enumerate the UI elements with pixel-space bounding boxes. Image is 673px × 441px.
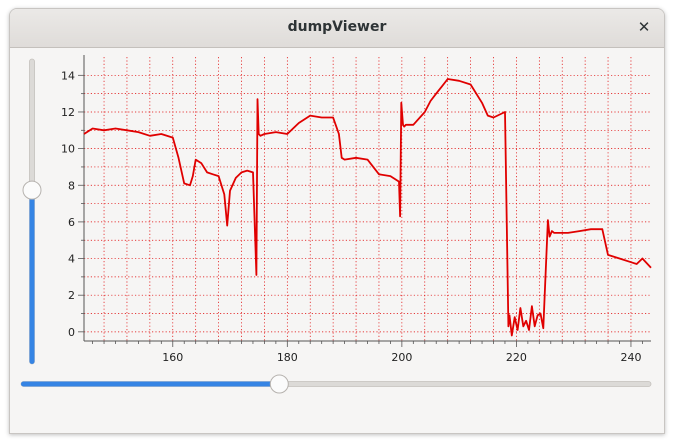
- y-tick-label: 12: [61, 106, 75, 119]
- x-tick-label: 200: [391, 351, 412, 364]
- window-title: dumpViewer: [287, 19, 387, 35]
- x-tick-label: 240: [620, 351, 641, 364]
- vertical-slider-fill: [29, 190, 35, 364]
- y-tick-label: 10: [61, 143, 75, 156]
- app-window: dumpViewer ✕: [9, 8, 665, 434]
- y-tick-label: 6: [68, 216, 75, 229]
- y-tick-label: 8: [68, 179, 75, 192]
- chart-grid: [84, 57, 651, 341]
- y-tick-label: 14: [61, 69, 75, 82]
- y-tick-label: 2: [68, 289, 75, 302]
- titlebar[interactable]: dumpViewer ✕: [10, 9, 664, 48]
- vertical-slider-handle[interactable]: [22, 180, 42, 200]
- y-tick-label: 0: [68, 326, 75, 339]
- horizontal-slider-handle[interactable]: [269, 374, 289, 394]
- series-layer: [83, 78, 652, 337]
- x-tick-label: 160: [162, 351, 183, 364]
- x-tick-label: 220: [506, 351, 527, 364]
- x-tick-label: 180: [277, 351, 298, 364]
- close-icon[interactable]: ✕: [637, 18, 651, 36]
- vertical-slider[interactable]: [22, 58, 42, 365]
- y-tick-label: 4: [68, 253, 75, 266]
- chart-axes: [78, 55, 651, 347]
- series-line-0: [83, 78, 652, 337]
- horizontal-slider[interactable]: [20, 374, 652, 394]
- tick-labels: 160 180 200 220 240 0 2 4 6 8 10 12 14: [61, 69, 641, 364]
- horizontal-slider-fill: [21, 381, 280, 387]
